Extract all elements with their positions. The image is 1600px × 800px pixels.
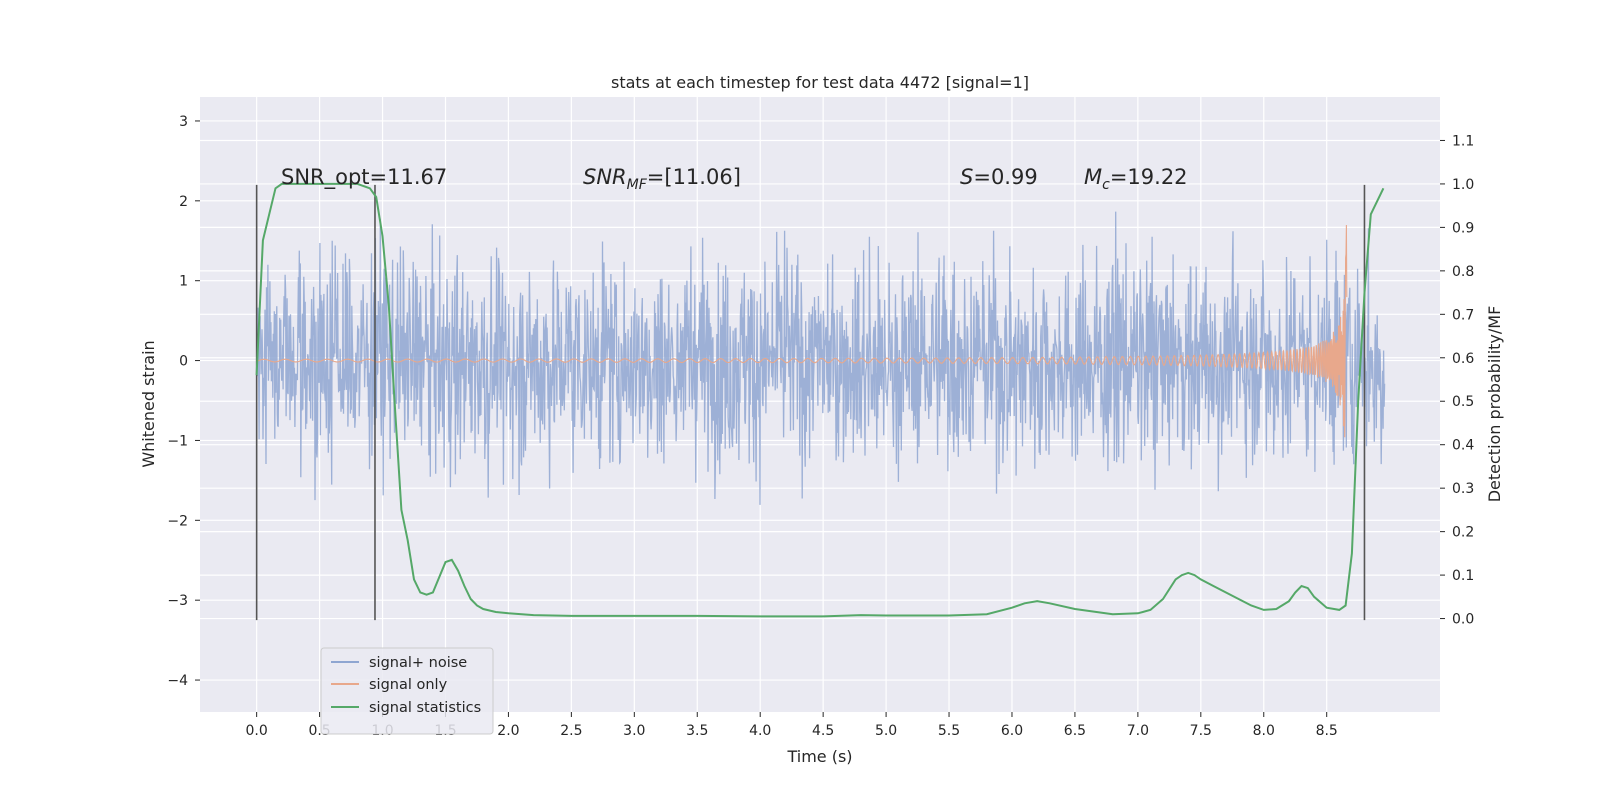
y-tick-label: 1 xyxy=(179,274,188,290)
annotation-snr-mf-sub: MF xyxy=(627,177,648,193)
x-tick-label: 0.0 xyxy=(246,723,268,739)
legend: signal+ noise signal only signal statist… xyxy=(320,647,494,735)
vertical-markers xyxy=(255,184,1366,621)
y-tick-label: 0 xyxy=(179,354,188,370)
x-axis-label: Time (s) xyxy=(786,747,852,766)
y2-tick-label: 0.8 xyxy=(1452,264,1474,280)
x-tick-label: 5.5 xyxy=(938,723,960,739)
legend-box xyxy=(320,647,494,735)
x-tick-label: 7.0 xyxy=(1127,723,1149,739)
y-tick-label: −2 xyxy=(167,513,188,529)
annotation-s: S=0.99 xyxy=(960,165,1038,189)
y2-tick-label: 0.5 xyxy=(1452,394,1474,410)
y-axis-label: Whitened strain xyxy=(139,340,158,467)
x-tick-label: 7.5 xyxy=(1190,723,1212,739)
x-tick-label: 8.0 xyxy=(1253,723,1275,739)
y2-grid xyxy=(200,139,1440,620)
y2-axis-label: Detection probability/MF xyxy=(1485,306,1504,503)
annotation-snr-mf-base: SNR xyxy=(583,165,627,189)
y2-tick-label: 0.2 xyxy=(1452,525,1474,541)
x-tick-label: 2.5 xyxy=(560,723,582,739)
x-tick-label: 6.0 xyxy=(1001,723,1023,739)
statistics-trace xyxy=(255,182,1385,618)
signal-statistics-series xyxy=(255,182,1385,618)
x-tick-label: 3.0 xyxy=(623,723,645,739)
plot-area xyxy=(200,97,1440,712)
y2-tick-label: 1.1 xyxy=(1452,133,1474,149)
y-tick-label: −1 xyxy=(167,433,188,449)
x-tick-label: 2.0 xyxy=(497,723,519,739)
x-tick-label: 5.0 xyxy=(875,723,897,739)
signal-only-series xyxy=(256,224,1348,438)
y2-tick-label: 0.6 xyxy=(1452,351,1474,367)
legend-label-noise: signal+ noise xyxy=(369,655,467,671)
y2-tick-label: 0.0 xyxy=(1452,612,1474,628)
x-tick-label: 4.0 xyxy=(749,723,771,739)
signal-noise-series xyxy=(255,211,1386,505)
annotation-s-symbol: S xyxy=(960,165,973,189)
y2-tick-label: 1.0 xyxy=(1452,177,1474,193)
x-tick-label: 3.5 xyxy=(686,723,708,739)
y-tick-label: −4 xyxy=(167,673,188,689)
chart-title: stats at each timestep for test data 447… xyxy=(611,73,1029,92)
y2-tick-label: 0.4 xyxy=(1452,438,1474,454)
signal-only-trace xyxy=(256,224,1348,438)
x-tick-label: 8.5 xyxy=(1316,723,1338,739)
y-tick-label: −3 xyxy=(167,593,188,609)
annotation-mc-sub: c xyxy=(1102,177,1110,193)
annotation-snr-mf-value: =[11.06] xyxy=(647,165,741,189)
y2-ticks: 1.1 1.0 0.9 0.8 0.7 0.6 0.5 0.4 0.3 0.2 0.1 0.0 xyxy=(1440,133,1474,628)
annotation-mc: Mc=19.22 xyxy=(1084,165,1188,193)
annotation-mc-value: =19.22 xyxy=(1110,165,1188,189)
annotation-snr-mf: SNRMF=[11.06] xyxy=(583,165,741,193)
y2-tick-label: 0.3 xyxy=(1452,481,1474,497)
y-ticks: 3 2 1 0 −1 −2 −3 −4 xyxy=(167,114,200,689)
y2-tick-label: 0.9 xyxy=(1452,220,1474,236)
x-tick-label: 6.5 xyxy=(1064,723,1086,739)
legend-label-statistics: signal statistics xyxy=(369,700,481,716)
x-tick-label: 4.5 xyxy=(812,723,834,739)
annotation-snr-opt: SNR_opt=11.67 xyxy=(281,165,447,190)
y-tick-label: 2 xyxy=(179,194,188,210)
annotation-s-value: =0.99 xyxy=(973,165,1037,189)
noise-trace xyxy=(255,211,1386,505)
y2-tick-label: 0.7 xyxy=(1452,307,1474,323)
y2-tick-label: 0.1 xyxy=(1452,568,1474,584)
y-tick-label: 3 xyxy=(179,114,188,130)
legend-label-signal-only: signal only xyxy=(369,677,448,693)
annotation-mc-base: M xyxy=(1084,165,1102,189)
